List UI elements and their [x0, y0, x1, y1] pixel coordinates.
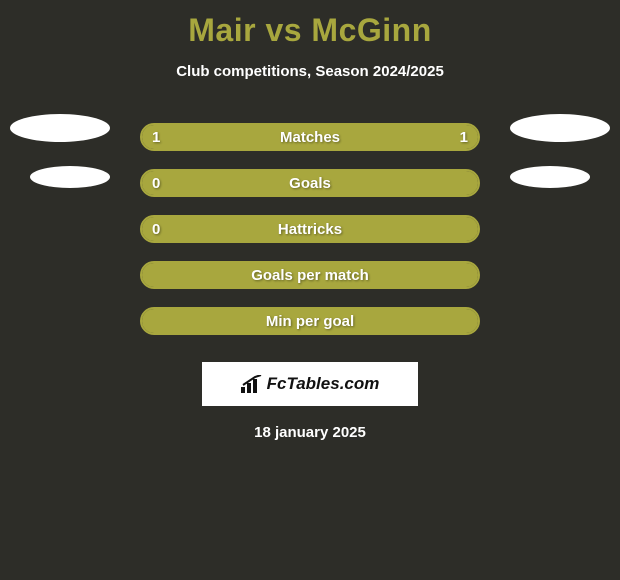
stat-row-goals: 0 Goals	[0, 160, 620, 206]
comparison-chart: 1 Matches 1 0 Goals 0 Hattricks Goals pe…	[0, 114, 620, 344]
logo-label: FcTables.com	[267, 374, 380, 394]
stat-bar: 0 Hattricks	[140, 215, 480, 243]
stat-label: Goals per match	[251, 267, 369, 284]
date-label: 18 january 2025	[0, 424, 620, 441]
stat-value-left: 0	[152, 175, 160, 192]
stat-bar: 0 Goals	[140, 169, 480, 197]
stat-row-goals-per-match: Goals per match	[0, 252, 620, 298]
subtitle: Club competitions, Season 2024/2025	[0, 63, 620, 80]
bar-chart-icon	[241, 375, 263, 393]
stat-value-left: 0	[152, 221, 160, 238]
stat-value-right: 1	[460, 129, 468, 146]
stat-bar: Goals per match	[140, 261, 480, 289]
stat-label: Min per goal	[266, 313, 354, 330]
stat-row-min-per-goal: Min per goal	[0, 298, 620, 344]
stat-label: Goals	[289, 175, 331, 192]
stat-value-left: 1	[152, 129, 160, 146]
stat-bar: 1 Matches 1	[140, 123, 480, 151]
stat-label: Hattricks	[278, 221, 342, 238]
page-title: Mair vs McGinn	[0, 0, 620, 49]
stat-label: Matches	[280, 129, 340, 146]
stat-row-matches: 1 Matches 1	[0, 114, 620, 160]
stat-bar: Min per goal	[140, 307, 480, 335]
source-logo: FcTables.com	[202, 362, 418, 406]
logo-text: FcTables.com	[241, 374, 380, 394]
stat-row-hattricks: 0 Hattricks	[0, 206, 620, 252]
